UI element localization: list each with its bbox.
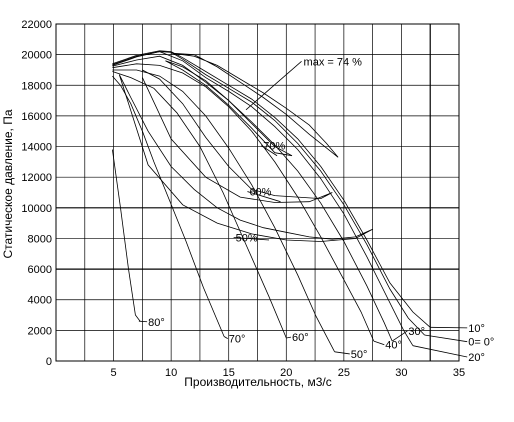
curve-leader: [334, 351, 350, 355]
curve-label: 0= 0°: [468, 337, 494, 349]
y-axis-label: Статическое давление, Па: [1, 109, 15, 258]
blade-curve: [112, 63, 375, 342]
curve-label: 10°: [468, 323, 485, 335]
curve-label: 70°: [229, 334, 246, 346]
curve-leader: [430, 326, 468, 329]
y-tick-label: 6000: [28, 264, 52, 276]
curve-leader: [138, 320, 148, 323]
blade-curve: [112, 51, 425, 336]
curve-label: 80°: [148, 317, 165, 329]
x-tick-label: 15: [223, 367, 235, 379]
blade-angle-curves: [112, 50, 431, 352]
efficiency-contour: [165, 60, 293, 157]
curve-labels: max = 74 %70%60%50%80°70° 60°50°40°30°20°…: [138, 56, 494, 364]
y-tick-label: 4000: [28, 295, 52, 307]
y-tick-label: 20000: [21, 50, 52, 62]
blade-curve: [112, 55, 393, 342]
blade-curve: [112, 51, 414, 346]
y-tick-label: 14000: [21, 142, 52, 154]
grid: [55, 23, 460, 362]
efficiency-label: 60%: [249, 187, 271, 199]
x-tick-label: 20: [280, 367, 292, 379]
curve-label: 30°: [408, 326, 425, 338]
y-tick-label: 16000: [21, 111, 52, 123]
efficiency-leader: [233, 237, 270, 241]
efficiency-label: max = 74 %: [304, 56, 363, 68]
plot-frame: [55, 23, 460, 362]
efficiency-contour: [142, 69, 333, 203]
y-tick-label: 2000: [28, 325, 52, 337]
y-tick-label: 18000: [21, 80, 52, 92]
curve-label: 40°: [385, 340, 402, 352]
tick-labels: 0 2000 4000 6000 8000 10000 12000 14000 16000 180…: [21, 19, 465, 379]
y-tick-label: 0: [46, 356, 52, 368]
curve-label: 50°: [351, 349, 368, 361]
y-tick-label: 10000: [21, 203, 52, 215]
efficiency-leader: [245, 61, 302, 111]
curve-leader: [412, 345, 468, 358]
curve-leader: [391, 330, 408, 342]
blade-curve: [112, 149, 141, 322]
y-tick-label: 22000: [21, 19, 52, 31]
efficiency-label: 70%: [263, 141, 285, 153]
curve-leader: [223, 336, 228, 339]
curve-label: 60°: [292, 332, 309, 344]
efficiency-contour: [118, 74, 373, 242]
curve-leader: [424, 334, 468, 343]
blade-curve: [112, 50, 431, 328]
blade-curve: [112, 69, 335, 352]
x-tick-label: 10: [165, 367, 177, 379]
curve-leader: [286, 336, 292, 339]
efficiency-leader: [261, 145, 278, 157]
efficiency-contour: [171, 52, 339, 158]
x-tick-label: 25: [338, 367, 350, 379]
x-tick-label: 5: [111, 367, 117, 379]
x-axis-label: Производительность, м3/с: [184, 375, 331, 389]
efficiency-leader: [247, 191, 281, 203]
efficiency-contours: [118, 52, 373, 242]
blade-curve: [112, 71, 287, 339]
blade-curve: [112, 75, 225, 337]
x-tick-label: 30: [395, 367, 407, 379]
curve-label: 20°: [468, 352, 485, 364]
y-tick-label: 8000: [28, 233, 52, 245]
y-tick-label: 12000: [21, 172, 52, 184]
x-tick-label: 35: [453, 367, 465, 379]
curve-leader: [373, 340, 385, 346]
